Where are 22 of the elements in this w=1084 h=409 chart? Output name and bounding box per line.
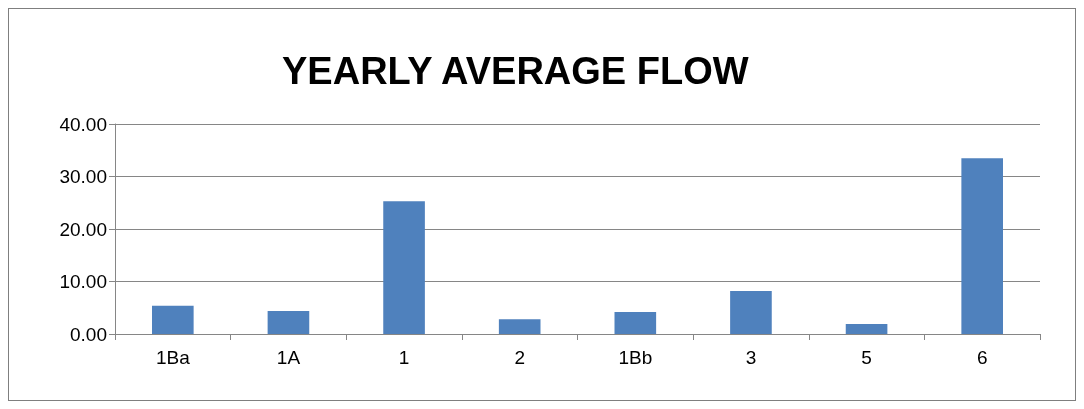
- y-tick-label: 30.00: [59, 166, 107, 187]
- y-tick-label: 0.00: [70, 323, 107, 345]
- bar: [383, 201, 425, 334]
- bar: [267, 310, 310, 334]
- x-tick-label: 2: [514, 347, 525, 368]
- chart-title: YEARLY AVERAGE FLOW: [282, 50, 749, 92]
- x-tick-label: 6: [976, 347, 988, 368]
- y-tick-label: 10.00: [59, 271, 107, 292]
- x-tick-label: 1: [398, 347, 410, 368]
- x-tick-label: 1Bb: [618, 347, 653, 368]
- x-tick-label: 5: [861, 347, 872, 368]
- bar: [961, 158, 1003, 334]
- bar: [152, 305, 194, 334]
- bar: [498, 319, 541, 334]
- x-tick-label: 3: [745, 347, 757, 368]
- bar: [845, 324, 888, 334]
- y-tick-label: 40.00: [59, 113, 107, 135]
- bar: [730, 290, 772, 334]
- x-tick-label: 1Ba: [155, 347, 191, 368]
- x-tick-label: 1A: [276, 347, 301, 368]
- bar: [614, 311, 657, 334]
- y-tick-label: 20.00: [59, 218, 107, 240]
